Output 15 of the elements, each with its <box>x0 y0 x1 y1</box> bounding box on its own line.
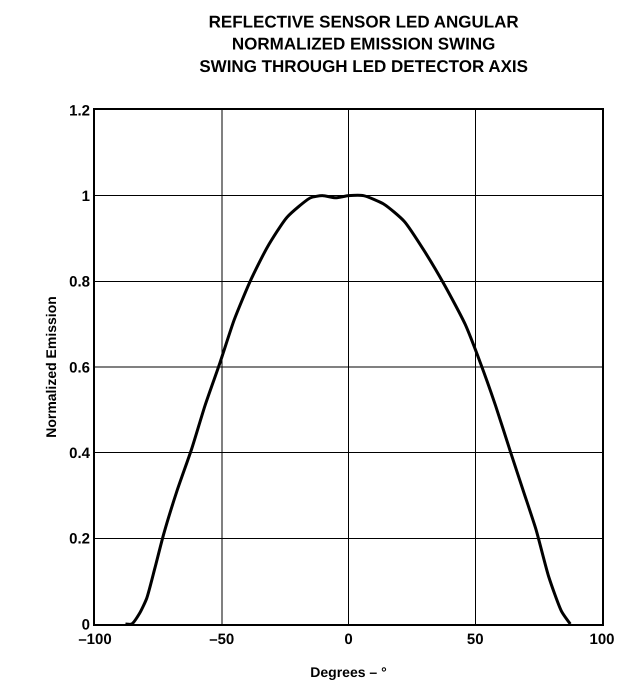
y-tick-label: 0.2 <box>69 530 90 548</box>
chart-title: REFLECTIVE SENSOR LED ANGULAR NORMALIZED EMISSION SWING SWING THROUGH LED DETECTOR AXIS <box>199 12 528 76</box>
x-tick-label: –100 <box>78 631 112 648</box>
y-tick-label: 0.8 <box>69 274 90 291</box>
x-tick-label: 0 <box>344 631 353 648</box>
y-tick-label: 0 <box>82 616 90 634</box>
y-tick-label: 0.6 <box>69 359 90 376</box>
y-tick-label: 1.2 <box>69 102 90 120</box>
x-axis-title: Degrees – ° <box>310 664 387 680</box>
x-tick-label: –50 <box>209 631 234 648</box>
x-tick-label: 50 <box>466 631 484 648</box>
y-axis-title: Normalized Emission <box>43 296 59 438</box>
x-tick-label: 100 <box>589 631 615 648</box>
y-tick-label: 0.4 <box>69 444 91 462</box>
y-tick-label: 1 <box>82 188 90 205</box>
